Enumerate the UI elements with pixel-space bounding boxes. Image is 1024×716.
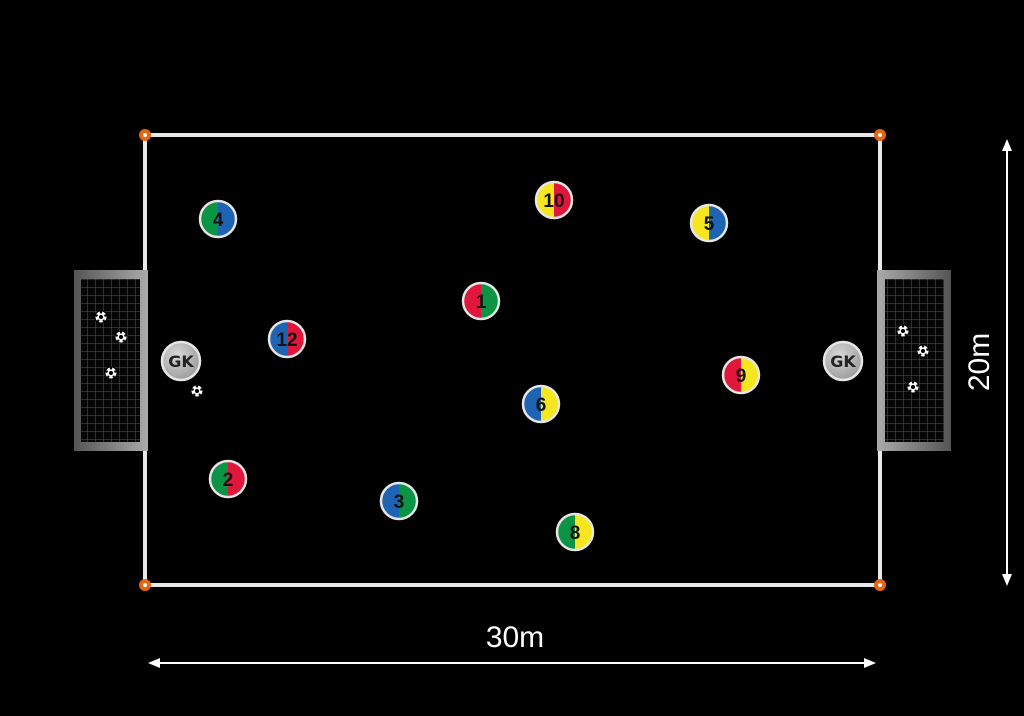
player-number: 9: [736, 366, 747, 387]
player-number: 5: [704, 214, 715, 235]
field-boundary: [143, 133, 882, 587]
player-10: 10: [534, 180, 574, 220]
balls: [94, 310, 930, 398]
right-goal: [877, 270, 951, 451]
player-number: 2: [223, 470, 234, 491]
player-number: 4: [213, 210, 224, 231]
player-number: 10: [543, 191, 564, 212]
height-label: 20m: [963, 333, 996, 391]
corner-cones: [139, 129, 886, 591]
goalkeeper-left: GK: [160, 340, 202, 382]
ball-icon: [906, 380, 920, 394]
ball-icon: [916, 344, 930, 358]
ball-icon: [114, 330, 128, 344]
cone-icon: [139, 129, 151, 141]
left-goal: [74, 270, 148, 451]
ball-icon: [190, 384, 204, 398]
player-number: 3: [394, 492, 405, 513]
player-3: 3: [379, 481, 419, 521]
goalkeeper-label: GK: [830, 352, 856, 371]
cone-icon: [139, 579, 151, 591]
player-2: 2: [208, 459, 248, 499]
players: 4 10 5 1 12 9 6 2 3 8: [198, 180, 761, 552]
player-number: 8: [570, 523, 581, 544]
player-8: 8: [555, 512, 595, 552]
player-5: 5: [689, 203, 729, 243]
arrow-left-icon: [148, 658, 160, 668]
player-12: 12: [267, 319, 307, 359]
arrow-right-icon: [864, 658, 876, 668]
player-6: 6: [521, 384, 561, 424]
player-9: 9: [721, 355, 761, 395]
goalkeepers: GK GK: [160, 340, 864, 382]
cone-icon: [874, 129, 886, 141]
player-number: 6: [536, 395, 547, 416]
width-dimension: 30m: [148, 621, 876, 668]
ball-icon: [896, 324, 910, 338]
player-number: 12: [276, 330, 297, 351]
goalkeeper-label: GK: [168, 352, 194, 371]
ball-icon: [104, 366, 118, 380]
width-label: 30m: [486, 621, 544, 654]
height-dimension: 20m: [963, 139, 1012, 586]
player-4: 4: [198, 199, 238, 239]
player-number: 1: [476, 292, 487, 313]
player-1: 1: [461, 281, 501, 321]
arrow-up-icon: [1002, 139, 1012, 151]
arrow-down-icon: [1002, 574, 1012, 586]
goalkeeper-right: GK: [822, 340, 864, 382]
ball-icon: [94, 310, 108, 324]
cone-icon: [874, 579, 886, 591]
